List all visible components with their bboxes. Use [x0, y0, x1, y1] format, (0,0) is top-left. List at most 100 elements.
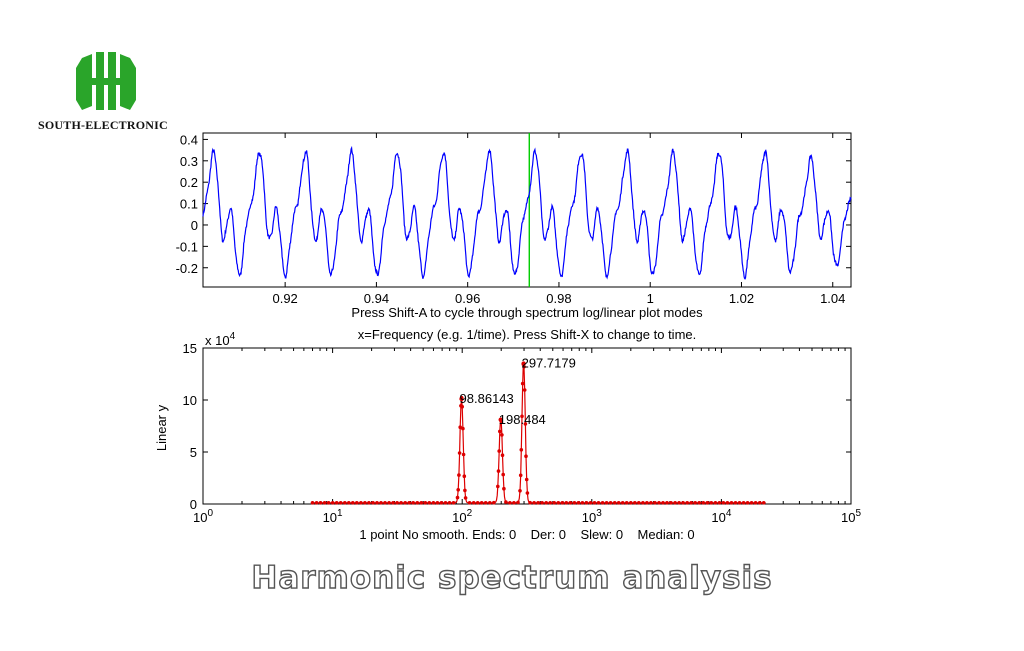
spectrum-data-point: [322, 501, 327, 505]
spectrum-data-point: [518, 473, 523, 478]
spectrum-data-point: [673, 501, 677, 505]
spectrum-data-point: [588, 501, 593, 505]
spectrum-data-point: [713, 501, 718, 505]
spectrum-data-point: [399, 501, 403, 505]
spectrum-title: x=Frequency (e.g. 1/time). Press Shift-X…: [358, 327, 697, 342]
spectrum-data-point: [395, 501, 399, 505]
waveform-x-tick-label: 1.02: [729, 291, 754, 306]
spectrum-data-point: [387, 501, 391, 505]
spectrum-data-point: [633, 501, 637, 505]
spectrum-data-point: [576, 501, 581, 505]
spectrum-data-point: [616, 501, 621, 505]
spectrum-x-tick-label: 101: [323, 508, 343, 525]
spectrum-data-point: [512, 501, 516, 505]
spectrum-x-tick-label: 100: [193, 508, 213, 525]
spectrum-data-point: [536, 501, 540, 505]
spectrum-data-point: [524, 454, 528, 459]
spectrum-data-point: [411, 501, 416, 505]
spectrum-data-point: [463, 496, 468, 500]
spectrum-data-point: [745, 501, 750, 505]
spectrum-data-point: [677, 501, 681, 505]
spectrum-data-point: [347, 501, 351, 505]
spectrum-data-point: [383, 501, 387, 505]
spectrum-plot: x=Frequency (e.g. 1/time). Press Shift-X…: [154, 327, 861, 542]
spectrum-data-point: [522, 364, 526, 369]
spectrum-data-point: [729, 501, 734, 505]
spectrum-data-point: [761, 501, 766, 505]
spectrum-peak-label: 98.86143: [460, 391, 514, 406]
spectrum-data-point: [560, 501, 565, 505]
spectrum-data-point: [457, 473, 461, 477]
spectrum-data-point: [496, 484, 500, 489]
spectrum-data-point: [427, 501, 432, 505]
spectrum-data-point: [463, 488, 467, 493]
spectrum-data-point: [359, 501, 363, 505]
spectrum-data-point: [439, 501, 444, 505]
spectrum-data-point: [520, 381, 525, 386]
spectrum-data-point: [318, 501, 323, 505]
waveform-y-tick-label: 0.2: [180, 175, 198, 190]
spectrum-data-point: [753, 501, 758, 505]
spectrum-peak-label: 297.7179: [522, 356, 576, 371]
spectrum-data-point: [568, 501, 573, 505]
spectrum-data-point: [637, 501, 641, 505]
spectrum-data-point: [540, 501, 544, 505]
spectrum-data-point: [689, 501, 693, 505]
spectrum-data-point: [661, 501, 665, 505]
spectrum-data-point: [338, 501, 343, 505]
spectrum-data-point: [447, 501, 452, 505]
spectrum-data-point: [641, 501, 645, 505]
spectrum-data-point: [351, 501, 355, 505]
spectrum-data-point: [516, 500, 520, 505]
waveform-x-tick-label: 0.94: [364, 291, 389, 306]
spectrum-data-point: [709, 501, 714, 505]
spectrum-data-point: [379, 501, 383, 505]
spectrum-data-point: [725, 501, 730, 505]
spectrum-data-point: [483, 501, 488, 505]
waveform-plot: 0.4 0.3 0.2 0.1 0 -0.1 -0.2 0.92 0.94 0.96 0.98 1 1…: [176, 132, 852, 320]
waveform-x-tick-label: 0.96: [455, 291, 480, 306]
spectrum-data-point: [592, 501, 597, 505]
spectrum-data-point: [701, 501, 706, 505]
spectrum-peak-marker: [498, 417, 503, 422]
brand-logo-icon: [76, 52, 136, 110]
spectrum-data-point: [435, 501, 440, 505]
spectrum-data-point: [522, 388, 527, 392]
waveform-y-tick-label: 0.1: [180, 197, 198, 212]
waveform-x-tick-label: 0.92: [272, 291, 297, 306]
spectrum-data-point: [620, 501, 625, 505]
spectrum-data-point: [492, 500, 496, 505]
spectrum-data-point: [415, 501, 420, 505]
spectrum-data-point: [697, 501, 701, 505]
spectrum-data-point: [498, 429, 502, 434]
spectrum-data-point: [343, 501, 347, 505]
spectrum-data-point: [479, 501, 484, 505]
spectrum-data-point: [532, 501, 536, 505]
spectrum-data-point: [528, 500, 532, 505]
spectrum-data-point: [500, 433, 504, 437]
spectrum-data-point: [496, 469, 501, 473]
waveform-y-ticks: 0.4 0.3 0.2 0.1 0 -0.1 -0.2: [176, 132, 851, 276]
spectrum-data-point: [451, 501, 456, 505]
spectrum-data-point: [461, 426, 465, 431]
spectrum-data-point: [737, 501, 742, 505]
spectrum-data-point: [501, 472, 506, 477]
spectrum-data-point: [681, 501, 685, 505]
spectrum-data-point: [355, 501, 359, 505]
spectrum-y-tick-label: 10: [183, 393, 197, 408]
spectrum-data-point: [431, 501, 436, 505]
spectrum-data-point: [572, 501, 577, 505]
spectrum-peak-labels: 98.86143 198.484 297.7179: [459, 356, 576, 427]
spectrum-data-point: [475, 501, 480, 505]
spectrum-x-tick-label: 105: [841, 508, 861, 525]
spectrum-data-point: [518, 489, 522, 493]
spectrum-caption: 1 point No smooth. Ends: 0 Der: 0 Slew: …: [359, 527, 694, 542]
spectrum-x-tick-label: 102: [452, 508, 472, 525]
spectrum-data-point: [544, 501, 548, 505]
spectrum-data-point: [548, 501, 552, 505]
spectrum-x-tick-label: 103: [582, 508, 602, 525]
waveform-y-tick-label: 0: [191, 218, 198, 233]
spectrum-data-point: [458, 425, 463, 430]
spectrum-data-point: [330, 501, 335, 505]
